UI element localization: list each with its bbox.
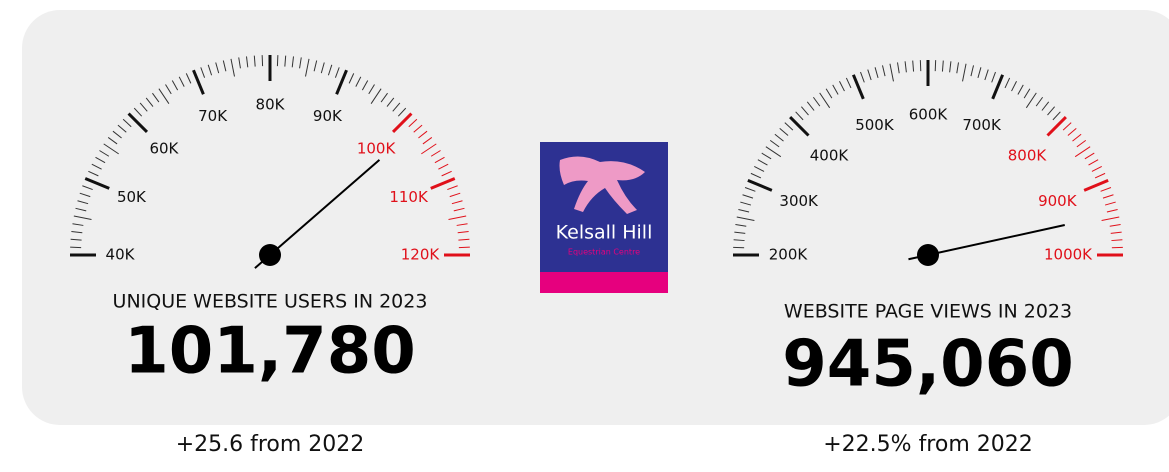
tick-label: 1000K bbox=[1044, 246, 1093, 264]
gauge-value: 101,780 bbox=[124, 315, 416, 389]
logo-subtext: Equestrian Centre bbox=[568, 248, 640, 257]
tick-label: 800K bbox=[1008, 147, 1048, 165]
logo: Kelsall Hill Equestrian Centre bbox=[540, 142, 668, 293]
tick-label: 700K bbox=[962, 116, 1002, 134]
tick-label: 70K bbox=[198, 107, 228, 125]
tick-label: 50K bbox=[117, 188, 147, 206]
tick-label: 110K bbox=[389, 188, 429, 206]
tick-label: 600K bbox=[909, 106, 949, 124]
tick-label: 500K bbox=[855, 116, 895, 134]
gauge-title: UNIQUE WEBSITE USERS IN 2023 bbox=[113, 291, 428, 313]
gauge-title: WEBSITE PAGE VIEWS IN 2023 bbox=[784, 301, 1072, 323]
needle-hub bbox=[917, 244, 939, 266]
tick-label: 200K bbox=[769, 246, 809, 264]
tick-label: 100K bbox=[357, 139, 397, 157]
tick-label: 90K bbox=[313, 107, 343, 125]
tick-label: 300K bbox=[779, 192, 819, 210]
tick-label: 40K bbox=[106, 246, 136, 264]
tick-label: 60K bbox=[149, 139, 179, 157]
gauge-value: 945,060 bbox=[782, 328, 1074, 402]
tick-label: 400K bbox=[810, 147, 850, 165]
change-note: +22.5% from 2022 bbox=[823, 432, 1033, 457]
change-note: +25.6 from 2022 bbox=[176, 432, 365, 457]
tick-label: 120K bbox=[401, 246, 441, 264]
logo-text: Kelsall Hill bbox=[556, 222, 653, 244]
tick-label: 80K bbox=[256, 96, 286, 114]
logo-stripe bbox=[540, 272, 668, 293]
tick-label: 900K bbox=[1038, 192, 1078, 210]
needle-hub bbox=[259, 244, 281, 266]
